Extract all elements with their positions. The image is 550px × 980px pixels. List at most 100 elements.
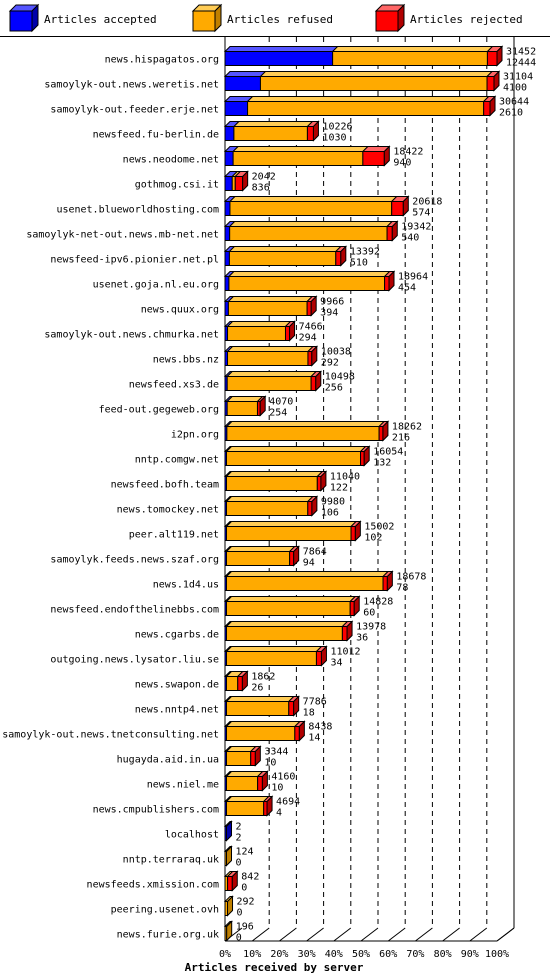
bar-side bbox=[293, 545, 300, 567]
bar-group bbox=[223, 445, 371, 467]
value-label-accepted: 78 bbox=[396, 583, 408, 594]
bar-group bbox=[223, 820, 233, 842]
bar-side bbox=[254, 745, 261, 767]
legend-swatch-accepted bbox=[9, 10, 33, 32]
value-label-total: 1862 bbox=[251, 672, 275, 683]
bar-rejected bbox=[335, 251, 342, 266]
value-label-accepted: 10 bbox=[271, 783, 283, 794]
value-label-accepted: 2610 bbox=[499, 108, 523, 119]
bar-refused-top bbox=[225, 721, 302, 727]
legend-swatch-rejected bbox=[375, 10, 399, 32]
value-label-total: 8438 bbox=[308, 722, 332, 733]
value-label-total: 124 bbox=[236, 847, 254, 858]
value-label-accepted: 574 bbox=[412, 208, 430, 219]
bar-rejected bbox=[306, 301, 312, 316]
bar-rejected bbox=[250, 751, 256, 766]
bar-group bbox=[223, 195, 410, 217]
bar-refused-top bbox=[228, 196, 398, 202]
bar-group bbox=[223, 645, 328, 667]
value-label-total: 9980 bbox=[321, 497, 345, 508]
bar-side bbox=[386, 570, 393, 592]
category-label: newsfeed.bofh.team bbox=[111, 480, 219, 491]
bar-rejected bbox=[307, 351, 313, 366]
bar-rejected bbox=[288, 701, 295, 716]
category-label: news.swapon.de bbox=[135, 680, 219, 691]
value-label-total: 842 bbox=[241, 872, 259, 883]
category-label: nntp.comgw.net bbox=[135, 455, 219, 466]
bar-refused bbox=[259, 76, 488, 91]
bar-refused bbox=[226, 526, 352, 541]
bar-accepted bbox=[224, 201, 231, 216]
bar-side bbox=[310, 295, 317, 317]
category-label: newsfeeds.xmission.com bbox=[87, 880, 219, 891]
legend-label-refused: Articles refused bbox=[227, 13, 333, 26]
bar-refused bbox=[226, 451, 362, 466]
bar-refused-top bbox=[331, 46, 494, 52]
value-label-accepted: 540 bbox=[401, 233, 419, 244]
bar-rejected bbox=[362, 151, 385, 166]
bar-side bbox=[382, 420, 389, 442]
category-label: outgoing.news.lysator.liu.se bbox=[50, 655, 219, 666]
value-label-accepted: 0 bbox=[236, 933, 242, 944]
category-label: news.cmpublishers.com bbox=[93, 805, 219, 816]
value-label-total: 16054 bbox=[373, 447, 403, 458]
x-tick-label-8: 80% bbox=[434, 949, 452, 960]
category-label: news.hispagatos.org bbox=[105, 55, 219, 66]
bar-refused-top bbox=[225, 771, 264, 777]
value-label-total: 31452 bbox=[506, 47, 536, 58]
bar-accepted bbox=[224, 301, 229, 316]
bar-side bbox=[320, 470, 327, 492]
bar-rejected bbox=[341, 626, 348, 641]
category-label: samoylyk-net-out.news.mb-net.net bbox=[26, 230, 219, 241]
value-labels: 3145212444311044100306442610102261030184… bbox=[236, 47, 537, 944]
bar-refused-top bbox=[225, 646, 323, 652]
value-label-total: 4694 bbox=[276, 797, 300, 808]
legend-item-accepted: Articles accepted bbox=[8, 3, 157, 33]
bar-accepted-top bbox=[223, 71, 267, 77]
category-labels: news.hispagatos.org samoylyk-out.news.wer… bbox=[2, 55, 219, 941]
bar-refused bbox=[226, 476, 318, 491]
bar-rejected bbox=[486, 76, 495, 91]
bar-side bbox=[226, 920, 233, 942]
bar-refused-top bbox=[225, 596, 357, 602]
category-label: feed-out.gegeweb.org bbox=[99, 405, 219, 416]
legend-item-refused: Articles refused bbox=[191, 3, 333, 33]
bar-side bbox=[293, 695, 300, 717]
x-tick-label-5: 50% bbox=[352, 949, 370, 960]
bar-side bbox=[261, 770, 268, 792]
bar-group bbox=[223, 120, 320, 142]
category-label: usenet.goja.nl.eu.org bbox=[93, 280, 219, 291]
value-label-total: 196 bbox=[236, 922, 254, 933]
value-label-accepted: 940 bbox=[393, 158, 411, 169]
bar-side bbox=[493, 70, 500, 92]
value-label-accepted: 292 bbox=[321, 358, 339, 369]
value-label-accepted: 256 bbox=[325, 383, 343, 394]
bar-refused bbox=[228, 276, 386, 291]
value-label-accepted: 122 bbox=[330, 483, 348, 494]
legend-label-rejected: Articles rejected bbox=[410, 13, 523, 26]
bar-rejected bbox=[237, 676, 243, 691]
bar-accepted bbox=[224, 151, 234, 166]
bar-side bbox=[402, 195, 409, 217]
bar-side bbox=[363, 445, 370, 467]
bar-refused-top bbox=[231, 146, 370, 152]
category-label: news.niel.me bbox=[147, 780, 219, 791]
bar-rejected bbox=[486, 51, 498, 66]
bar-group bbox=[223, 870, 239, 892]
value-label-accepted: 394 bbox=[320, 308, 338, 319]
bar-refused bbox=[247, 101, 485, 116]
bar-refused bbox=[229, 201, 393, 216]
value-label-accepted: 216 bbox=[392, 433, 410, 444]
bar-side bbox=[353, 595, 360, 617]
bar-side bbox=[227, 895, 234, 917]
bar-refused-top bbox=[226, 321, 292, 327]
bar-refused bbox=[227, 326, 286, 341]
bar-group bbox=[223, 245, 348, 267]
floor-line-4 bbox=[333, 927, 352, 942]
bar-side bbox=[312, 120, 319, 142]
bar-accepted bbox=[224, 76, 261, 91]
bar-side bbox=[383, 145, 390, 167]
value-label-accepted: 0 bbox=[237, 908, 243, 919]
category-label: newsfeed.fu-berlin.de bbox=[93, 130, 219, 141]
bar-group bbox=[223, 170, 249, 192]
